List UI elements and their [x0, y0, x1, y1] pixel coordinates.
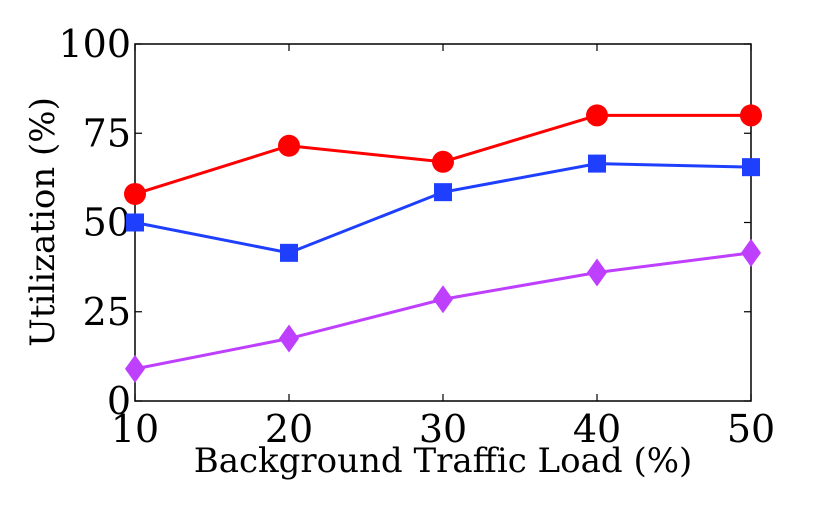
data-point-purple-diamonds [433, 285, 453, 314]
x-tick-label: 30 [419, 407, 467, 451]
y-axis-title: Utilization (%) [23, 97, 63, 347]
data-point-red-circles [586, 104, 608, 127]
tick-labels: 10 20 30 40 50 0 25 50 75 100 [58, 22, 775, 451]
data-point-blue-squares [742, 158, 760, 177]
y-tick-label: 100 [58, 22, 131, 66]
axis-ticks [134, 43, 752, 402]
data-point-blue-squares [588, 154, 606, 173]
data-point-red-circles [740, 104, 762, 127]
data-point-red-circles [432, 150, 454, 173]
data-point-red-circles [124, 182, 146, 205]
x-tick-label: 50 [727, 407, 775, 451]
data-point-blue-squares [126, 213, 144, 232]
series-group [124, 104, 762, 383]
y-tick-label: 75 [83, 111, 131, 155]
x-tick-label: 40 [573, 407, 621, 451]
data-point-blue-squares [280, 243, 298, 262]
y-tick-label: 25 [83, 290, 131, 334]
x-tick-label: 10 [111, 407, 159, 451]
data-point-purple-diamonds [125, 354, 145, 383]
x-axis-title: Background Traffic Load (%) [194, 441, 693, 481]
data-point-purple-diamonds [741, 238, 761, 267]
y-tick-label: 0 [107, 379, 131, 423]
data-point-blue-squares [434, 183, 452, 202]
data-point-purple-diamonds [587, 258, 607, 287]
plot-area [134, 43, 752, 402]
data-point-red-circles [278, 134, 300, 157]
data-point-purple-diamonds [279, 324, 299, 353]
x-tick-label: 20 [265, 407, 313, 451]
y-tick-label: 50 [83, 201, 131, 245]
